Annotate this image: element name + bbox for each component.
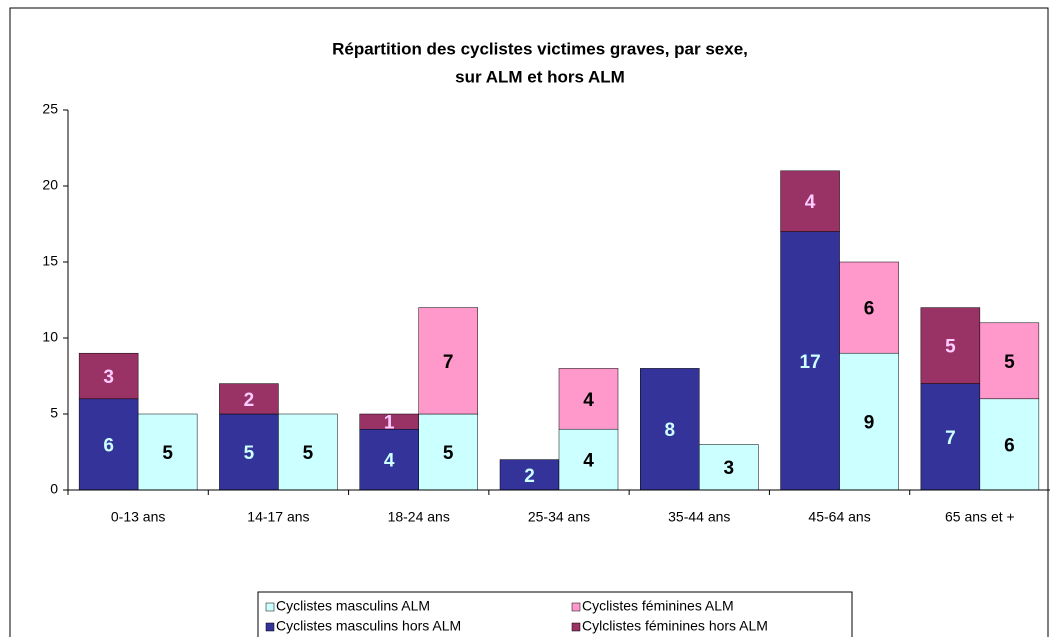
data-label: 2	[244, 390, 255, 411]
data-label: 5	[244, 443, 255, 464]
y-tick-label: 0	[50, 481, 58, 497]
data-label: 17	[800, 352, 821, 373]
data-label: 5	[945, 337, 956, 358]
data-label: 4	[583, 390, 594, 411]
bar-segment	[780, 170, 840, 232]
x-tick-label: 25-34 ans	[528, 509, 590, 525]
bar-segment	[78, 352, 139, 400]
bar-segment	[839, 352, 899, 491]
bar-segment	[699, 444, 759, 491]
y-tick-label: 10	[42, 329, 58, 345]
data-label: 5	[1004, 352, 1015, 373]
bar-segment	[78, 398, 139, 491]
y-tick-label: 25	[42, 101, 58, 117]
data-label: 4	[805, 192, 816, 213]
legend-label: Cylclistes féminines hors ALM	[582, 618, 768, 634]
y-tick-label: 15	[42, 253, 58, 269]
legend-label: Cyclistes masculins hors ALM	[276, 618, 461, 634]
x-tick-label: 0-13 ans	[111, 509, 165, 525]
bar-segment	[278, 413, 338, 491]
legend-label: Cyclistes féminines ALM	[582, 598, 734, 614]
data-label: 6	[864, 299, 875, 320]
data-label: 4	[583, 451, 594, 472]
data-label: 9	[864, 413, 875, 434]
chart-title: sur ALM et hors ALM	[455, 67, 625, 86]
chart-title: Répartition des cyclistes victimes grave…	[332, 39, 748, 58]
legend-swatch	[571, 602, 581, 612]
data-label: 5	[162, 443, 173, 464]
legend-swatch	[571, 622, 581, 632]
bar-segment	[920, 307, 981, 384]
data-label: 4	[384, 451, 395, 472]
bar-segment	[558, 368, 619, 430]
bar-segment	[418, 413, 478, 491]
data-label: 7	[945, 428, 956, 449]
bar-segment	[418, 307, 478, 415]
x-tick-label: 65 ans et +	[945, 509, 1015, 525]
legend-box	[257, 591, 853, 637]
x-tick-label: 45-64 ans	[808, 509, 870, 525]
data-label: 5	[303, 443, 314, 464]
bar-segment	[920, 383, 981, 491]
x-tick-label: 35-44 ans	[668, 509, 730, 525]
data-label: 5	[443, 443, 454, 464]
bar-segment	[640, 368, 700, 491]
data-label: 6	[103, 435, 114, 456]
data-label: 3	[723, 458, 734, 479]
legend-swatch	[265, 622, 275, 632]
x-tick-label: 18-24 ans	[388, 509, 450, 525]
bar-segment	[219, 413, 279, 491]
data-label: 7	[443, 352, 454, 373]
bar-segment	[839, 261, 899, 354]
bar-segment	[219, 383, 279, 415]
legend-swatch	[265, 602, 275, 612]
data-label: 3	[103, 367, 114, 388]
data-label: 8	[664, 420, 675, 441]
y-tick-label: 5	[50, 405, 58, 421]
data-label: 1	[384, 413, 395, 434]
data-label: 2	[524, 466, 535, 487]
bar-segment	[979, 398, 1040, 491]
data-label: 6	[1004, 435, 1015, 456]
x-tick-label: 14-17 ans	[247, 509, 309, 525]
bar-segment	[137, 413, 198, 491]
y-tick-label: 20	[42, 177, 58, 193]
bar-segment	[979, 322, 1040, 400]
bar-segment	[780, 231, 840, 491]
legend-label: Cyclistes masculins ALM	[276, 598, 430, 614]
